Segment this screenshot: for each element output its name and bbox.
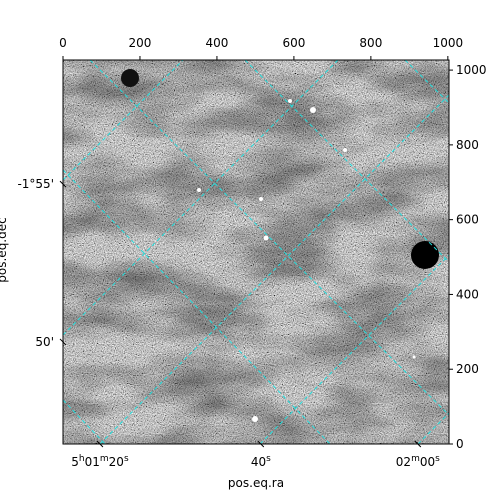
- ra-tick: [96, 440, 104, 448]
- x-axis-label: pos.eq.ra: [228, 476, 284, 490]
- y-tick-label: 600: [456, 213, 479, 227]
- x-tick-label: 600: [282, 36, 305, 50]
- dec-tick: [59, 338, 67, 346]
- ra-tick: [414, 440, 422, 448]
- y-tick-label: 0: [456, 437, 464, 451]
- ra-tick-label: 40s: [251, 454, 271, 469]
- y-axis-label: pos.eq.dec: [0, 217, 9, 282]
- y-tick-label: 800: [456, 138, 479, 152]
- x-tick-label: 1000: [433, 36, 464, 50]
- x-tick-label: 0: [59, 36, 67, 50]
- ra-tick-label: 02m00s: [396, 454, 440, 469]
- y-tick-label: 200: [456, 362, 479, 376]
- dec-tick-label: 50': [35, 335, 54, 349]
- x-tick-label: 800: [359, 36, 382, 50]
- x-tick-label: 400: [205, 36, 228, 50]
- sky-image: [63, 60, 449, 444]
- ra-tick-label: 5h01m20s: [71, 454, 129, 469]
- axes-frame: [62, 59, 450, 445]
- y-tick-label: 400: [456, 287, 479, 301]
- y-tick-label: 1000: [456, 63, 487, 77]
- ra-tick: [257, 440, 265, 448]
- dec-tick-label: -1°55': [17, 177, 54, 191]
- dec-tick: [59, 180, 67, 188]
- x-tick-label: 200: [129, 36, 152, 50]
